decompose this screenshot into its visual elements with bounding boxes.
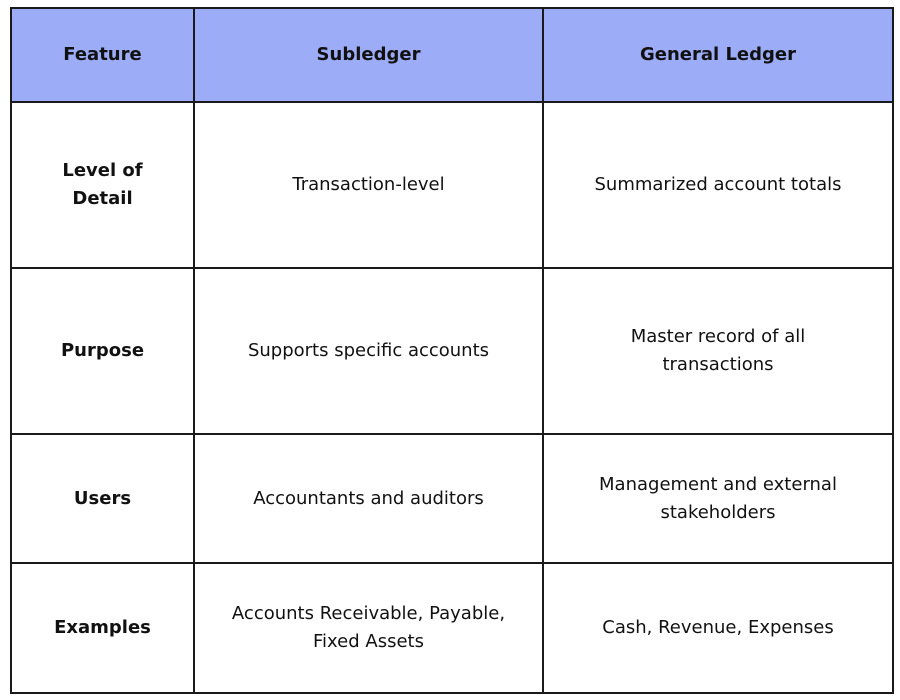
table-row: Users Accountants and auditors Managemen… [10,433,894,564]
feature-cell: Purpose [10,267,195,435]
subledger-cell: Accountants and auditors [193,433,544,564]
general-ledger-cell: Management and external stakeholders [542,433,894,564]
table-row: Purpose Supports specific accounts Maste… [10,267,894,435]
general-ledger-cell: Cash, Revenue, Expenses [542,562,894,694]
header-feature: Feature [10,7,195,103]
subledger-cell: Accounts Receivable, Payable, Fixed Asse… [193,562,544,694]
general-ledger-cell: Summarized account totals [542,101,894,269]
comparison-table: Feature Subledger General Ledger Level o… [10,7,894,694]
general-ledger-cell: Master record of all transactions [542,267,894,435]
table-row: Examples Accounts Receivable, Payable, F… [10,562,894,694]
header-subledger: Subledger [193,7,544,103]
header-general-ledger: General Ledger [542,7,894,103]
feature-cell: Level of Detail [10,101,195,269]
header-row: Feature Subledger General Ledger [10,7,894,103]
subledger-cell: Supports specific accounts [193,267,544,435]
subledger-cell: Transaction-level [193,101,544,269]
feature-cell: Examples [10,562,195,694]
table-row: Level of Detail Transaction-level Summar… [10,101,894,269]
feature-cell: Users [10,433,195,564]
